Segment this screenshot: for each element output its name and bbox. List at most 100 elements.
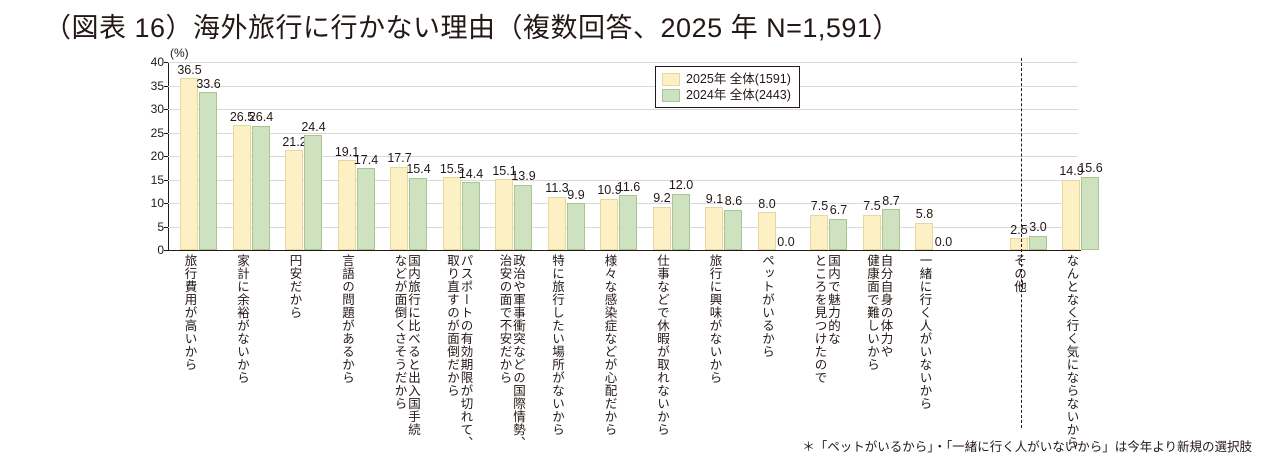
bar-value-label: 0.0 bbox=[934, 234, 953, 249]
legend-swatch-2024 bbox=[662, 88, 680, 102]
bar-2025 bbox=[390, 166, 408, 250]
legend-item-2025: 2025年 全体(1591) bbox=[662, 71, 791, 87]
bar-2024 bbox=[461, 182, 480, 250]
bar-2025 bbox=[915, 222, 933, 250]
bar-value-label: 7.5 bbox=[863, 199, 881, 214]
x-axis-category-label: その他 bbox=[1012, 254, 1026, 293]
bar-group: 21.2 24.4 bbox=[282, 62, 326, 250]
bar-2024 bbox=[514, 184, 532, 250]
bar-2024 bbox=[566, 203, 585, 250]
bar-group: 8.0 0.0 bbox=[757, 62, 796, 250]
bar-2024 bbox=[881, 209, 900, 250]
bar-value-label: 11.3 bbox=[545, 181, 569, 196]
y-axis-tick-label: 30 bbox=[150, 102, 164, 116]
bar-2025 bbox=[180, 78, 198, 250]
bar-2025 bbox=[810, 214, 828, 250]
bar-value-label: 15.5 bbox=[439, 161, 465, 176]
x-axis-category-label: 国内旅行に比べると出入国手続 などが面倒くさそうだから bbox=[392, 254, 421, 436]
bar-value-label: 24.4 bbox=[301, 119, 326, 134]
x-axis-category-label: 仕事などで休暇が取れないから bbox=[655, 254, 669, 436]
x-axis-category-label: 政治や軍事衝突などの国際情勢、 治安の面で不安だから bbox=[497, 254, 526, 449]
bar-group: 36.5 33.6 bbox=[177, 62, 221, 250]
page-title: （図表 16）海外旅行に行かない理由（複数回答、2025 年 N=1,591） bbox=[44, 13, 900, 43]
x-axis-category-label: 特に旅行したい場所がないから bbox=[550, 254, 564, 436]
bar-value-label: 7.5 bbox=[810, 199, 829, 214]
bar-group: 15.1 13.9 bbox=[492, 62, 536, 250]
bar-2025 bbox=[232, 125, 251, 250]
bar-value-label: 15.1 bbox=[492, 163, 517, 178]
bar-group: 19.1 17.4 bbox=[334, 62, 379, 250]
bar-value-label: 9.1 bbox=[705, 191, 724, 206]
bar-value-label: 14.4 bbox=[458, 166, 484, 181]
y-axis-unit-label: (%) bbox=[170, 46, 189, 60]
bar-value-label: 15.4 bbox=[406, 162, 431, 177]
bar-group: 10.9 11.6 bbox=[597, 62, 640, 250]
bar-value-label: 14.9 bbox=[1059, 164, 1084, 179]
bar-value-label: 26.5 bbox=[229, 109, 255, 124]
y-axis-tick-mark bbox=[164, 250, 168, 251]
bar-2025 bbox=[285, 150, 303, 250]
legend-item-2024: 2024年 全体(2443) bbox=[662, 87, 791, 103]
bar-value-label: 36.5 bbox=[177, 62, 202, 77]
bar-2024 bbox=[1081, 176, 1099, 250]
bar-2025 bbox=[652, 206, 671, 250]
legend-label-2024: 2024年 全体(2443) bbox=[686, 87, 791, 102]
bar-2025 bbox=[1009, 238, 1028, 250]
bar-2024 bbox=[619, 195, 637, 250]
bar-value-label: 33.6 bbox=[196, 76, 221, 91]
bar-value-label: 9.2 bbox=[653, 191, 671, 206]
bar-2025 bbox=[600, 198, 618, 250]
y-axis-tick-mark bbox=[164, 179, 168, 181]
bar-group: 26.5 26.4 bbox=[229, 62, 273, 250]
y-axis-tick-label: 20 bbox=[150, 149, 164, 163]
bar-value-label: 19.1 bbox=[334, 144, 360, 159]
bar-value-label: 17.7 bbox=[387, 151, 412, 166]
chart-legend: 2025年 全体(1591) 2024年 全体(2443) bbox=[655, 66, 800, 108]
x-axis-category-label: 国内で魅力的な ところを見つけたので bbox=[812, 254, 841, 384]
x-axis-category-label: なんとなく行く気にならないから bbox=[1064, 254, 1079, 449]
bar-group: 2.5 3.0 bbox=[1009, 62, 1048, 250]
bar-group: 5.8 0.0 bbox=[915, 62, 953, 250]
x-axis-category-label: ペットがいるから bbox=[760, 254, 774, 358]
y-axis-tick-label: 25 bbox=[150, 125, 164, 140]
bar-2024 bbox=[671, 193, 690, 250]
gridline bbox=[168, 156, 1078, 157]
bar-group: 9.1 8.6 bbox=[705, 62, 743, 250]
bar-value-label: 3.0 bbox=[1029, 220, 1047, 235]
section-divider bbox=[1021, 58, 1022, 428]
bar-group: 7.5 6.7 bbox=[810, 62, 848, 250]
bar-2024 bbox=[356, 168, 375, 250]
bar-group: 9.2 12.0 bbox=[652, 62, 694, 250]
y-axis-tick-label: 35 bbox=[150, 78, 164, 93]
bar-group: 15.5 14.4 bbox=[439, 62, 484, 250]
legend-label-2025: 2025年 全体(1591) bbox=[686, 71, 791, 86]
bar-2025 bbox=[705, 207, 723, 250]
x-axis-category-label: 旅行費用が高いから bbox=[182, 254, 197, 371]
x-axis-category-label: パスポートの有効期限が切れて、 取り直すのが面倒だから bbox=[445, 254, 473, 449]
bar-group: 17.7 15.4 bbox=[387, 62, 431, 250]
bar-2025 bbox=[337, 160, 356, 250]
x-axis-category-label: 円安だから bbox=[287, 254, 302, 319]
bar-2024 bbox=[304, 135, 322, 250]
bar-2025 bbox=[442, 177, 461, 250]
y-axis-tick-mark bbox=[164, 156, 168, 157]
y-axis-tick-label: 40 bbox=[150, 55, 164, 69]
bar-value-label: 10.9 bbox=[597, 183, 622, 198]
y-axis-tick-mark bbox=[164, 226, 168, 228]
bar-value-label: 8.0 bbox=[758, 196, 776, 211]
bar-value-label: 9.9 bbox=[567, 187, 585, 202]
bar-value-label: 17.4 bbox=[353, 152, 379, 167]
bar-value-label: 6.7 bbox=[829, 203, 848, 218]
bar-value-label: 12.0 bbox=[668, 178, 694, 193]
y-axis-tick-mark bbox=[164, 132, 168, 134]
x-axis-category-label: 言語の問題があるから bbox=[340, 254, 354, 384]
chart-footnote: ＊「ペットがいるから」・「一緒に行く人がいないから」は今年より新規の選択肢 bbox=[802, 440, 1252, 454]
bar-2025 bbox=[547, 196, 566, 250]
bar-2025 bbox=[757, 212, 776, 250]
bar-group: 11.3 9.9 bbox=[545, 62, 586, 250]
bar-2024 bbox=[724, 209, 742, 250]
bar-value-label: 2.5 bbox=[1010, 222, 1028, 237]
y-axis-tick-mark bbox=[164, 85, 168, 87]
x-axis-line bbox=[168, 250, 1081, 251]
y-axis-tick-label: 5 bbox=[157, 219, 164, 234]
